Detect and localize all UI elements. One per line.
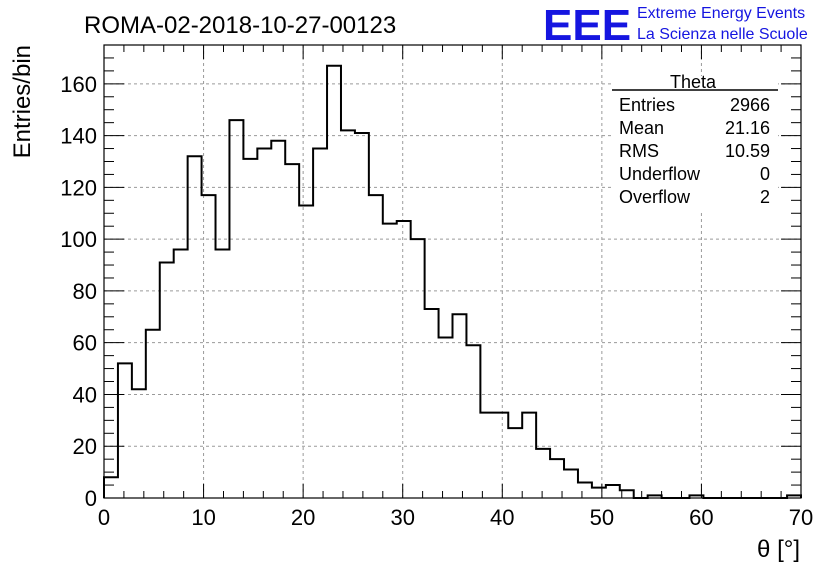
y-tick-label: 120 [60,175,97,200]
x-tick-label: 20 [291,505,315,530]
logo-line-1: Extreme Energy Events [637,5,805,22]
histogram-bin [522,413,536,498]
y-axis-label: Entries/bin [9,45,36,158]
stats-value: 21.16 [725,118,770,138]
histogram-bin [257,149,271,498]
histogram-bin [341,130,355,498]
histogram-outline [103,64,802,499]
histogram-bin [299,205,313,498]
histogram-bin [397,221,411,498]
histogram-bin [508,428,522,498]
stats-label: RMS [619,141,659,161]
y-tick-labels: 0 20 40 60 80 100 120 140 160 [60,72,97,511]
histogram-bin [439,338,453,498]
histogram-bin [216,249,230,498]
histogram-bin [466,345,480,498]
stats-box: Theta Entries 2966 Mean 21.16 RMS 10.59 Underf… [612,72,778,212]
y-tick-label: 20 [73,434,97,459]
histogram-bin [494,413,508,498]
x-tick-label: 10 [191,505,215,530]
x-tick-label: 60 [689,505,713,530]
x-tick-label: 70 [789,505,813,530]
histogram-bin [243,159,257,498]
stats-label: Entries [619,95,675,115]
histogram-bin [174,249,188,498]
stats-title: Theta [670,72,717,92]
grid-lines [104,45,801,498]
histogram-bin [188,156,202,498]
plot-frame [103,44,802,499]
histogram-bin [453,314,467,498]
stats-label: Underflow [619,164,701,184]
y-tick-label: 0 [85,486,97,511]
histogram-bin [592,488,606,498]
stats-value: 0 [760,164,770,184]
stats-label: Mean [619,118,664,138]
stats-value: 2 [760,187,770,207]
histogram-bin [146,330,160,498]
x-tick-label: 40 [490,505,514,530]
chart-title: ROMA-02-2018-10-27-00123 [84,12,396,39]
stats-value: 2966 [730,95,770,115]
histogram-bin [369,195,383,498]
histogram-bin [327,66,341,498]
histogram-bin [285,164,299,498]
histogram-bin [536,449,550,498]
histogram-bin [411,239,425,498]
histogram-bin [104,477,118,498]
stats-rows: Entries 2966 Mean 21.16 RMS 10.59 Underflow 0 Ov… [619,95,770,207]
x-tick-labels: 0 10 20 30 40 50 60 70 [98,505,813,530]
x-tick-label: 30 [390,505,414,530]
histogram-bin [271,141,285,498]
y-tick-label: 60 [73,331,97,356]
x-tick-label: 0 [98,505,110,530]
histogram-bin [118,363,132,498]
histogram-bin [564,470,578,498]
x-axis-label: θ [°] [757,536,800,563]
y-tick-label: 160 [60,72,97,97]
y-tick-label: 40 [73,382,97,407]
histogram-bin [578,482,592,498]
histogram-bin [425,309,439,498]
histogram-bin [160,262,174,498]
y-tick-label: 80 [73,279,97,304]
histogram-bin [480,413,494,498]
y-tick-label: 140 [60,124,97,149]
histogram-bin [606,485,620,498]
stats-box-background [612,76,778,212]
histogram-bin [383,224,397,498]
x-tick-label: 50 [590,505,614,530]
histogram-bin [313,149,327,498]
histogram-bin [132,389,146,498]
y-tick-label: 100 [60,227,97,252]
stats-value: 10.59 [725,141,770,161]
histogram-bin [229,120,243,498]
stats-label: Overflow [619,187,691,207]
logo-line-2: La Scienza nelle Scuole [637,26,808,43]
eee-logo: EEE [543,1,631,50]
